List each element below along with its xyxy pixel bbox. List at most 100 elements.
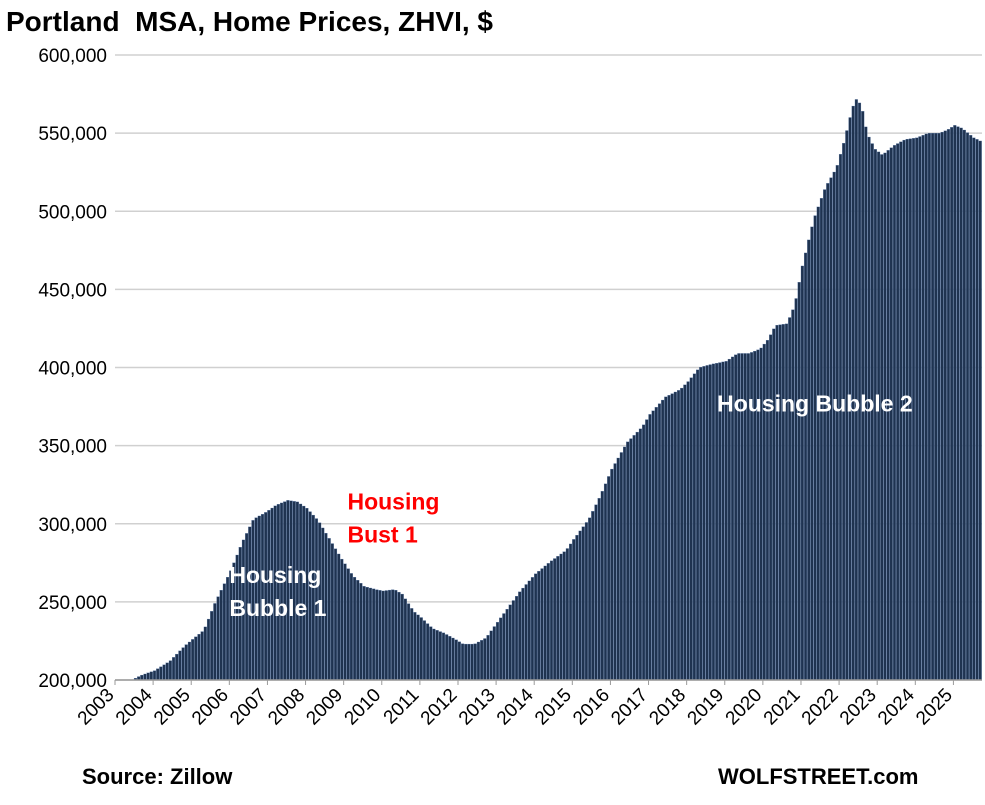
bar xyxy=(546,563,550,681)
x-tick-label: 2010 xyxy=(341,685,386,730)
y-tick-label: 550,000 xyxy=(38,124,107,145)
bar xyxy=(705,365,709,681)
bar xyxy=(337,553,341,681)
bar xyxy=(924,133,928,681)
bar xyxy=(645,419,649,681)
x-tick-label: 2024 xyxy=(874,684,919,729)
bars xyxy=(130,99,982,681)
bar xyxy=(829,177,833,681)
x-tick-label: 2015 xyxy=(531,685,576,730)
bar xyxy=(626,441,630,681)
x-tick-label: 2012 xyxy=(417,685,462,730)
bar xyxy=(194,636,198,681)
y-tick-label: 350,000 xyxy=(38,437,107,458)
bar xyxy=(276,504,280,681)
bar xyxy=(826,183,830,681)
bar xyxy=(686,381,690,681)
x-tick-label: 2008 xyxy=(264,685,309,730)
x-tick-label: 2018 xyxy=(645,685,690,730)
bar xyxy=(184,644,188,681)
bar xyxy=(330,543,334,681)
bar xyxy=(403,598,407,681)
bar xyxy=(540,568,544,681)
bar xyxy=(283,501,287,681)
bar xyxy=(578,530,582,681)
bar xyxy=(273,505,277,681)
bar xyxy=(359,583,363,681)
bar xyxy=(651,410,655,681)
bar xyxy=(676,390,681,681)
x-tick-label: 2007 xyxy=(226,685,271,730)
bar xyxy=(502,613,506,681)
bar xyxy=(473,643,477,681)
y-tick-label: 250,000 xyxy=(38,593,107,614)
bar xyxy=(921,135,925,681)
bar xyxy=(670,393,674,681)
bar xyxy=(152,670,157,681)
bar xyxy=(692,373,696,681)
x-tick-label: 2006 xyxy=(188,685,233,730)
x-tick-label: 2011 xyxy=(380,685,424,729)
bar xyxy=(781,324,785,681)
x-tick-label: 2014 xyxy=(493,684,538,729)
bar xyxy=(804,252,808,681)
annotations: Housing Bubble 1 Housing Bust 1 Housing Bubb… xyxy=(229,390,912,621)
bar xyxy=(591,511,595,681)
bar xyxy=(270,507,274,681)
x-tick-label: 2017 xyxy=(607,685,652,730)
bar xyxy=(499,617,503,681)
bar xyxy=(216,596,220,681)
bar xyxy=(680,387,684,681)
bar xyxy=(950,127,954,681)
bar xyxy=(530,577,534,681)
bar xyxy=(518,591,522,681)
x-tick-label: 2019 xyxy=(684,685,729,730)
bar xyxy=(915,137,919,681)
bar xyxy=(168,660,172,681)
bar xyxy=(467,643,471,681)
bar xyxy=(708,364,712,681)
bar xyxy=(391,589,395,681)
bar xyxy=(772,328,776,681)
bar xyxy=(607,476,611,681)
annotation-housing-bubble-1: Housing Bubble 1 xyxy=(229,562,326,621)
bar xyxy=(206,618,211,681)
bar xyxy=(429,626,433,681)
bar xyxy=(368,587,372,681)
x-tick-label: 2013 xyxy=(455,685,500,730)
bar xyxy=(537,571,541,681)
bar xyxy=(470,643,474,681)
y-tick-label: 200,000 xyxy=(38,671,107,692)
bar xyxy=(946,129,950,681)
bar xyxy=(696,369,700,681)
y-tick-label: 400,000 xyxy=(38,359,107,380)
bar xyxy=(819,198,823,681)
bar xyxy=(334,548,338,681)
bar xyxy=(702,366,706,681)
bar xyxy=(175,653,179,681)
bar xyxy=(416,614,420,681)
bar xyxy=(813,215,817,681)
x-tick-label: 2016 xyxy=(569,685,614,730)
bar xyxy=(210,611,214,681)
y-tick-label: 300,000 xyxy=(38,515,107,536)
y-axis-ticks: 200,000 250,000 300,000 350,000 400,000 450,0… xyxy=(38,46,107,692)
bar xyxy=(407,603,411,681)
bar xyxy=(778,324,782,681)
bar xyxy=(486,635,490,681)
bar xyxy=(613,463,617,681)
bar xyxy=(340,558,344,681)
bar xyxy=(810,226,814,681)
bar xyxy=(638,428,642,681)
bar xyxy=(683,384,687,681)
bar xyxy=(187,641,191,681)
bar xyxy=(632,435,636,681)
bar xyxy=(791,309,795,681)
bar xyxy=(305,508,309,681)
bar xyxy=(356,580,360,681)
bar xyxy=(775,325,779,681)
bar xyxy=(476,641,480,681)
bar xyxy=(832,171,836,681)
bar xyxy=(549,560,554,681)
x-tick-label: 2009 xyxy=(302,685,347,730)
